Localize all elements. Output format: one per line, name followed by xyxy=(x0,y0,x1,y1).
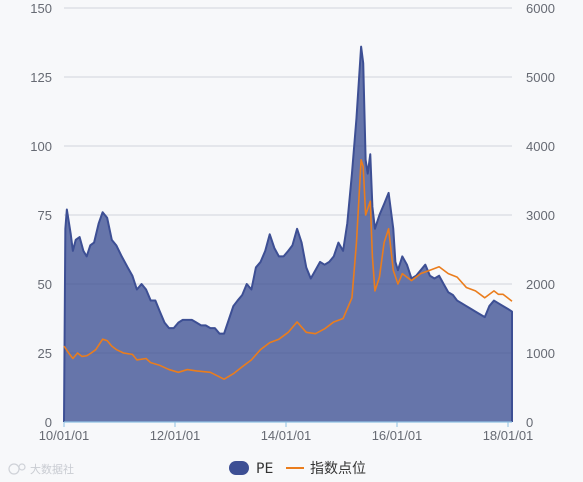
left-tick-label: 25 xyxy=(38,346,52,361)
pe-series-line xyxy=(63,45,513,423)
legend-item-pe[interactable]: PE xyxy=(229,461,273,477)
right-tick-label: 4000 xyxy=(526,139,555,154)
left-tick-label: 75 xyxy=(38,208,52,223)
x-tick-label: 12/01/01 xyxy=(150,428,201,443)
index-line-layer xyxy=(63,159,513,381)
right-tick-label: 5000 xyxy=(526,70,555,85)
right-tick-label: 0 xyxy=(526,415,533,430)
right-tick-label: 2000 xyxy=(526,277,555,292)
legend-label-pe: PE xyxy=(256,461,273,477)
x-axis-ticks: 10/01/01 12/01/01 14/01/01 16/01/01 18/01/01 xyxy=(39,422,534,443)
right-axis-ticks: 0 1000 2000 3000 4000 5000 6000 xyxy=(526,1,555,430)
legend-item-index[interactable]: 指数点位 xyxy=(286,461,366,477)
watermark-logo-icon xyxy=(8,463,26,475)
right-tick-label: 3000 xyxy=(526,208,555,223)
index-series-line xyxy=(63,159,513,381)
left-tick-label: 100 xyxy=(30,139,52,154)
legend-label-index: 指数点位 xyxy=(310,461,366,477)
left-tick-label: 125 xyxy=(30,70,52,85)
left-tick-label: 50 xyxy=(38,277,52,292)
left-tick-label: 0 xyxy=(45,415,52,430)
left-tick-label: 150 xyxy=(30,1,52,16)
pe-area-layer xyxy=(63,45,513,423)
x-tick-label: 16/01/01 xyxy=(372,428,423,443)
right-tick-label: 1000 xyxy=(526,346,555,361)
watermark: 大数据社 xyxy=(8,462,74,476)
watermark-text: 大数据社 xyxy=(30,462,74,476)
left-axis-ticks: 0 25 50 75 100 125 150 xyxy=(30,1,52,430)
x-tick-label: 10/01/01 xyxy=(39,428,90,443)
x-tick-label: 18/01/01 xyxy=(483,428,534,443)
legend-swatch-pe xyxy=(229,461,249,475)
right-tick-label: 6000 xyxy=(526,1,555,16)
x-tick-label: 14/01/01 xyxy=(261,428,312,443)
legend[interactable]: PE 指数点位 xyxy=(229,461,366,477)
pe-area-fill xyxy=(64,46,512,422)
